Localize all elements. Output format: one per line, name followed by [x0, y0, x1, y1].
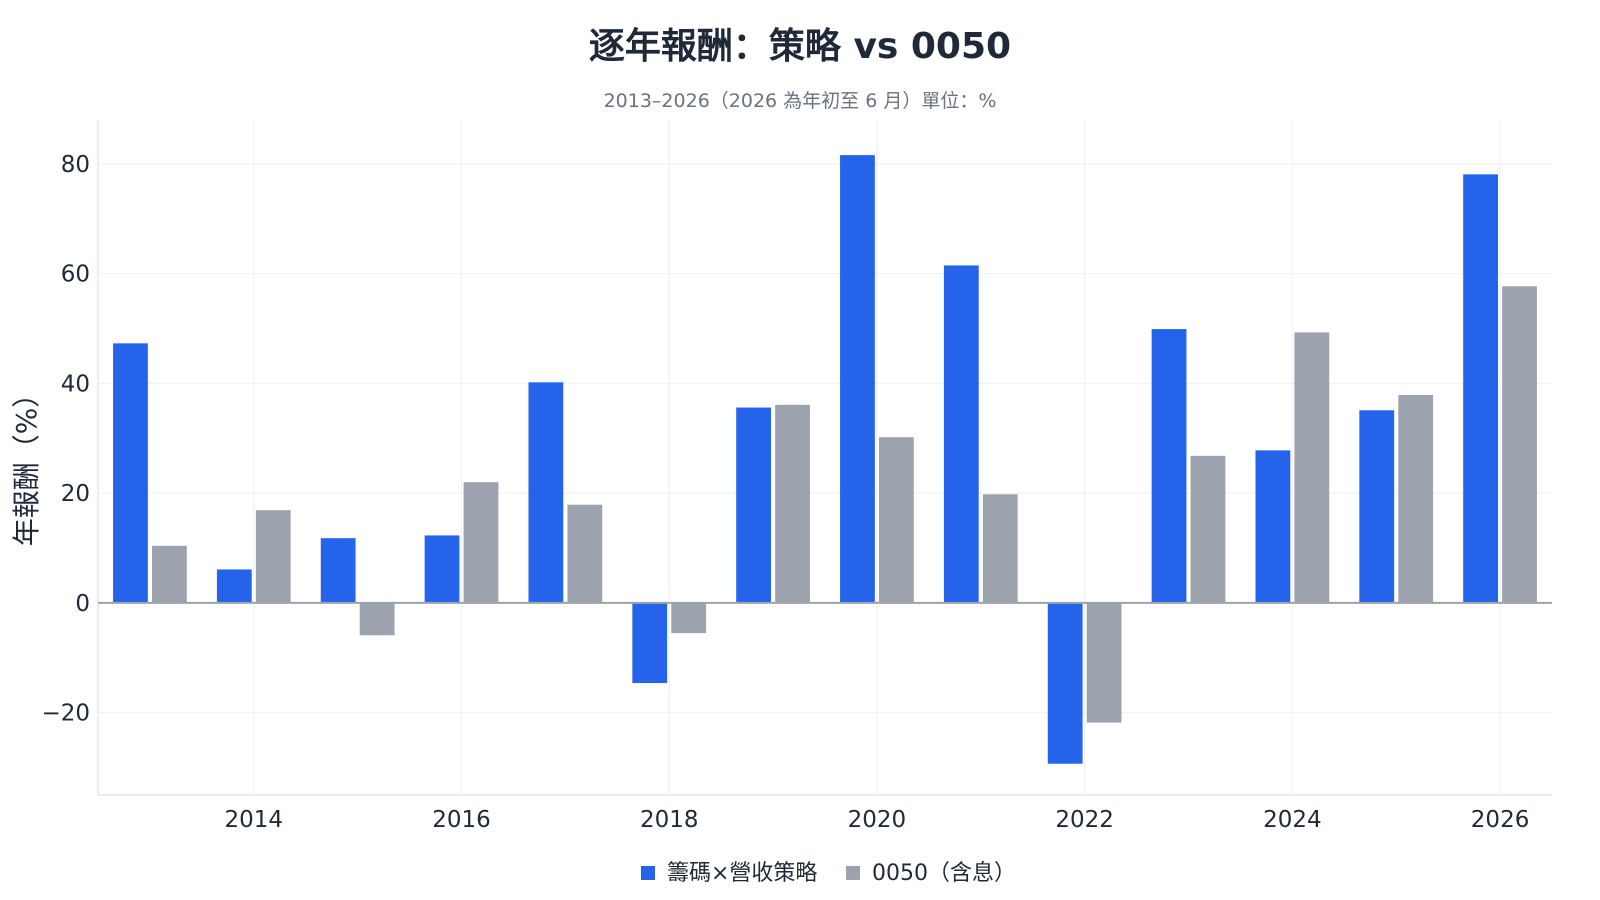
y-tick-label: 60	[61, 262, 90, 288]
bar-0050-2013	[152, 545, 187, 603]
bar-strategy-2017	[528, 382, 564, 603]
x-tick-label: 2024	[1263, 807, 1322, 833]
bar-0050-2023	[1190, 455, 1226, 603]
x-tick-label: 2020	[848, 807, 907, 833]
x-tick-label: 2026	[1471, 807, 1530, 833]
bar-strategy-2024	[1255, 450, 1291, 603]
bar-0050-2014	[255, 510, 291, 603]
y-tick-label: 20	[61, 481, 90, 507]
bar-strategy-2013	[113, 343, 148, 603]
y-tick-label: −20	[41, 701, 90, 727]
chart-subtitle: 2013–2026（2026 為年初至 6 月）單位：%	[604, 90, 997, 112]
bar-0050-2024	[1294, 332, 1330, 603]
y-axis-label: 年報酬（%）	[10, 380, 43, 547]
legend-swatch-0050	[846, 866, 860, 880]
legend-label-strategy: 籌碼×營收策略	[667, 861, 817, 886]
legend-label-0050: 0050（含息）	[872, 861, 1016, 886]
y-tick-label: 40	[61, 371, 90, 397]
bar-strategy-2016	[424, 535, 460, 603]
legend-swatch-strategy	[641, 866, 655, 880]
legend: 籌碼×營收策略 0050（含息）	[641, 861, 1016, 886]
x-tick-label: 2018	[640, 807, 699, 833]
axes: −20 0 20 40 60 80 2014 2016 2018 2020 2022 2024 2026	[41, 120, 1552, 833]
bar-0050-2015	[359, 602, 395, 636]
x-tick-label: 2022	[1055, 807, 1114, 833]
bar-strategy-2026	[1463, 174, 1498, 603]
bar-0050-2026	[1502, 286, 1537, 603]
x-tick-label: 2016	[432, 807, 491, 833]
bar-strategy-2021	[943, 265, 979, 603]
bar-0050-2017	[567, 504, 603, 603]
x-tick-label: 2014	[225, 807, 284, 833]
y-tick-label: 0	[75, 591, 90, 617]
bar-strategy-2018	[632, 602, 668, 684]
bar-strategy-2023	[1151, 329, 1187, 603]
bar-strategy-2020	[840, 155, 875, 603]
bar-0050-2020	[879, 437, 914, 603]
bar-strategy-2014	[216, 569, 252, 603]
bar-0050-2022	[1086, 602, 1122, 723]
bar-0050-2018	[671, 602, 707, 634]
bar-0050-2019	[775, 404, 810, 603]
bars	[113, 155, 1537, 764]
bar-strategy-2015	[320, 538, 356, 603]
grid-lines	[98, 120, 1552, 795]
bar-0050-2021	[982, 494, 1018, 603]
y-tick-label: 80	[61, 152, 90, 178]
bar-strategy-2022	[1047, 602, 1083, 764]
bar-0050-2016	[463, 482, 499, 603]
bar-0050-2025	[1398, 394, 1434, 603]
bar-strategy-2025	[1359, 410, 1395, 603]
bar-strategy-2019	[736, 407, 771, 603]
chart-title: 逐年報酬：策略 vs 0050	[589, 26, 1011, 67]
